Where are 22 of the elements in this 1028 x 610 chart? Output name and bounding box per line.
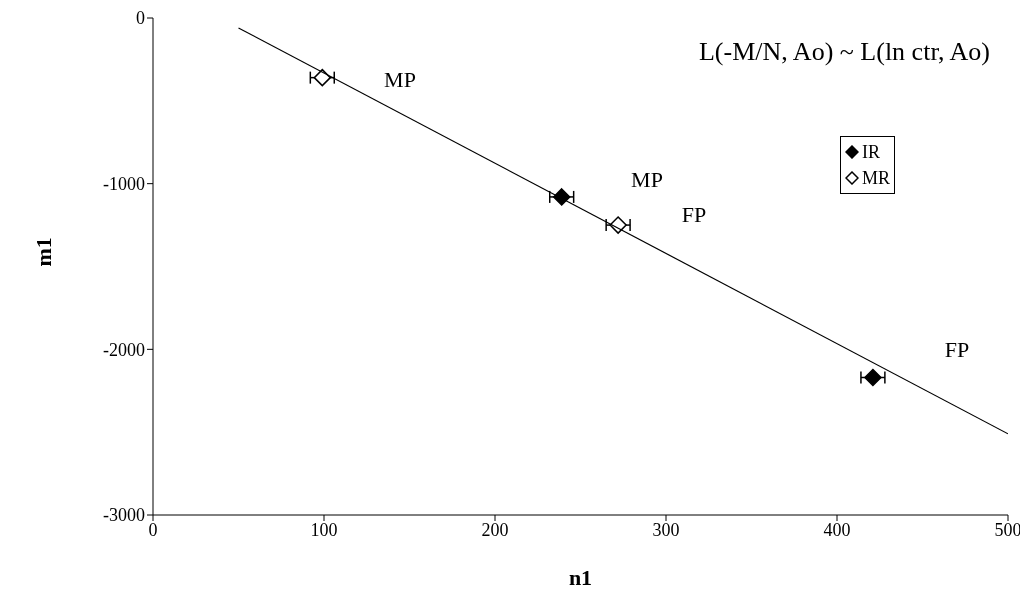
annotation: FP xyxy=(681,202,707,227)
x-tick-label: 300 xyxy=(652,519,680,540)
annotation: MP xyxy=(631,167,663,192)
point xyxy=(864,368,882,387)
x-tick-label: 200 xyxy=(481,519,509,540)
point xyxy=(552,188,571,206)
legend-label: MR xyxy=(861,167,890,190)
x-tick-label: 100 xyxy=(310,519,338,540)
text: L(-M/N, Ao) ~ L(ln ctr, Ao) xyxy=(698,37,990,66)
y-axis-title: m1 xyxy=(30,237,56,267)
y-tick-label: -3000 xyxy=(103,505,145,526)
x-tick-label: 500 xyxy=(994,519,1022,540)
annotation: FP xyxy=(944,337,970,362)
x-axis-title: n1 xyxy=(568,565,593,590)
legend-label: IR xyxy=(861,141,880,164)
y-tick-label: -1000 xyxy=(103,174,145,195)
x-tick-label: 400 xyxy=(823,519,851,540)
annotation: MP xyxy=(384,67,416,92)
point xyxy=(313,68,332,87)
x-tick-label: 0 xyxy=(148,519,158,540)
y-tick-label: 0 xyxy=(136,8,145,29)
y-tick-label: -2000 xyxy=(103,339,145,360)
